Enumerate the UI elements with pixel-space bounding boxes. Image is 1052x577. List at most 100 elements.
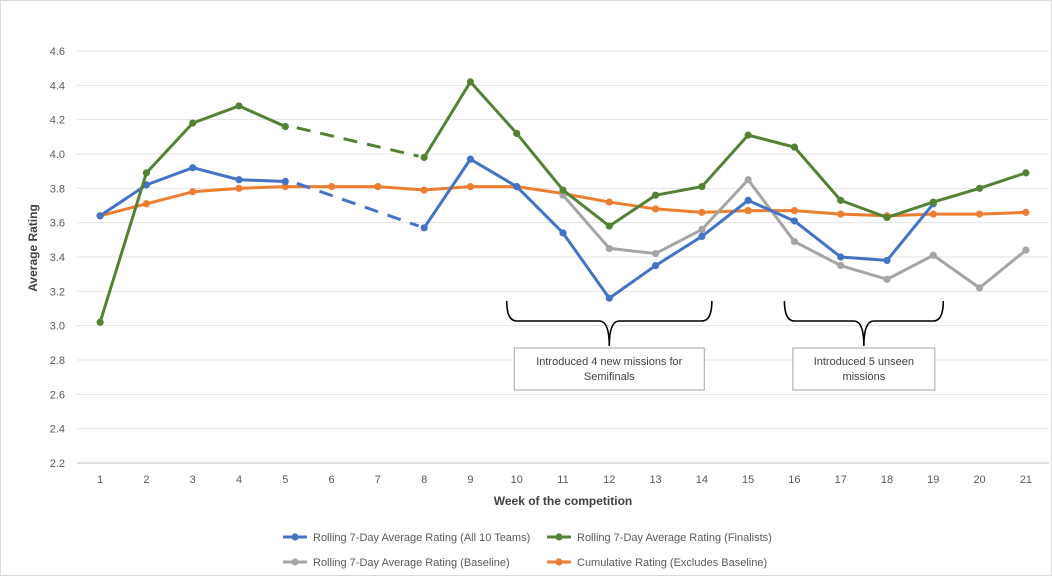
data-point [420,153,428,162]
data-point [929,198,937,206]
x-tick-label: 10 [511,474,523,486]
y-tick-label: 3.6 [50,218,65,230]
data-point [1022,246,1030,254]
data-point [1022,208,1030,216]
x-tick-label: 18 [881,474,893,486]
data-point [559,186,567,194]
y-tick-label: 3.0 [50,321,65,333]
x-tick-label: 14 [696,474,708,486]
annotation-box [513,347,705,391]
data-point [281,177,289,186]
annotation-text: Introduced 4 new missions for [536,356,682,368]
data-point [744,176,752,184]
x-tick-label: 3 [190,474,196,486]
data-point [929,251,937,259]
series-1 [96,155,937,302]
data-point [605,294,613,302]
legend-item: Rolling 7-Day Average Rating (Baseline) [283,557,510,569]
data-point [235,184,243,192]
data-point [837,196,845,204]
data-point [790,217,799,225]
data-point [651,261,660,270]
data-point [837,261,845,270]
y-tick-label: 3.2 [50,286,65,298]
data-point [975,284,984,292]
y-tick-label: 4.0 [50,149,65,161]
legend-item: Cumulative Rating (Excludes Baseline) [547,557,767,569]
data-point [513,183,521,191]
data-point [975,210,984,218]
x-tick-label: 15 [742,474,754,486]
data-point [189,119,197,127]
x-tick-label: 5 [282,474,288,486]
annotations: Introduced 4 new missions for Semifinals I… [505,300,945,391]
series-line [98,104,287,324]
data-point [651,249,660,258]
series-2 [96,78,1030,326]
legend-label: Rolling 7-Day Average Rating (Finalists) [577,532,772,544]
y-tick-label: 2.2 [50,458,65,470]
x-tick-label: 17 [835,474,847,486]
data-point [790,207,799,215]
legend-marker [291,558,299,566]
x-tick-label: 6 [329,474,335,486]
data-point [929,210,937,218]
x-tick-label: 2 [143,474,149,486]
data-point [96,318,104,326]
data-point [142,169,151,177]
legend-label: Rolling 7-Day Average Rating (Baseline) [313,557,510,569]
data-point [698,225,706,234]
y-tick-label: 3.8 [50,183,65,195]
y-axis-ticks: 2.2 2.4 2.6 2.8 3.0 3.2 3.4 3.6 3.8 4.0 4.2 4.4 4.6 [50,46,65,470]
x-tick-label: 7 [375,474,381,486]
data-point [605,198,613,206]
annotation-text: Introduced 5 unseen [814,356,914,368]
y-tick-label: 4.4 [50,80,65,92]
legend-marker [291,533,299,541]
data-point [96,212,104,220]
legend: Rolling 7-Day Average Rating (All 10 Tea… [283,532,772,569]
x-tick-label: 11 [557,474,568,486]
data-point [883,213,891,222]
x-axis-title: Week of the competition [494,494,632,508]
y-tick-label: 4.6 [50,46,65,58]
y-tick-label: 2.6 [50,389,65,401]
series-gap-dashed-line [296,181,420,228]
y-tick-label: 2.4 [50,424,65,436]
data-point [466,155,475,163]
data-point [420,224,428,232]
legend-item: Rolling 7-Day Average Rating (Finalists) [547,532,772,544]
x-tick-label: 16 [788,474,800,486]
legend-item: Rolling 7-Day Average Rating (All 10 Tea… [283,532,530,544]
series [96,78,1030,326]
series-line [422,157,935,300]
data-point [189,164,197,172]
data-point [559,191,567,199]
x-tick-label: 9 [467,474,473,486]
data-point [327,183,336,191]
annotation-brace [505,300,713,347]
series-line [422,80,1028,228]
data-point [698,208,706,216]
data-point [790,143,799,151]
y-axis-title: Average Rating [26,204,40,292]
data-point [837,210,845,218]
data-point [281,183,289,191]
data-point [698,232,706,240]
annotation-box [792,347,936,391]
gridlines [77,50,1049,464]
data-point [744,207,752,215]
data-point [698,183,706,191]
x-tick-label: 4 [236,474,242,486]
data-point [837,253,845,261]
legend-marker [555,533,563,541]
data-point [466,78,475,86]
y-tick-label: 4.2 [50,115,65,127]
x-tick-label: 19 [927,474,939,486]
legend-label: Rolling 7-Day Average Rating (All 10 Tea… [313,532,530,544]
x-axis-ticks: 1 2 3 4 5 6 7 8 9 10 11 12 13 14 15 16 17 18 19 20 21 [97,474,1032,486]
data-point [513,129,521,137]
data-point [189,188,197,196]
